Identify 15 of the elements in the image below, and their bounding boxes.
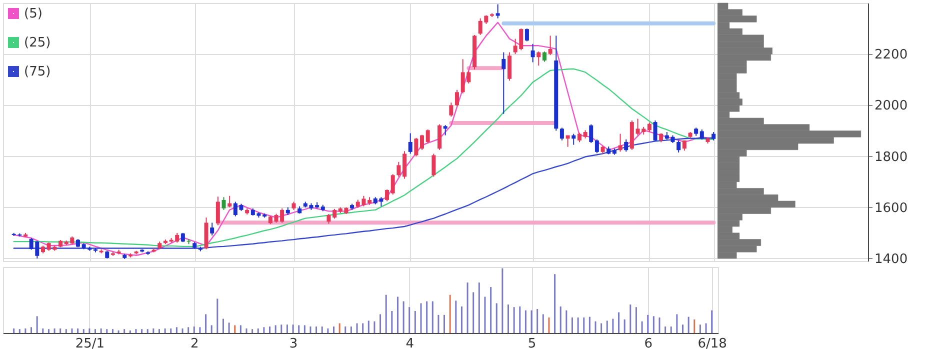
x-tick-label: 5 — [528, 336, 536, 349]
x-tick-label: 4 — [406, 336, 414, 349]
legend-label: (5) — [24, 6, 42, 22]
y-tick-label: 1400 — [874, 252, 908, 267]
x-tick-label: 3 — [289, 336, 298, 349]
legend-label: (25) — [24, 36, 51, 50]
y-tick-label: 2000 — [874, 98, 908, 114]
legend-label: (75) — [24, 64, 51, 80]
x-tick-label: 6 — [644, 336, 652, 349]
y-tick-label: 2200 — [874, 48, 908, 63]
y-tick-label: 1800 — [874, 150, 908, 165]
y-tick-label: 1600 — [874, 200, 908, 216]
x-tick-label: 25/1 — [75, 336, 105, 349]
x-tick-label: 6/18 — [698, 336, 727, 349]
x-tick-label: 2 — [190, 336, 199, 349]
